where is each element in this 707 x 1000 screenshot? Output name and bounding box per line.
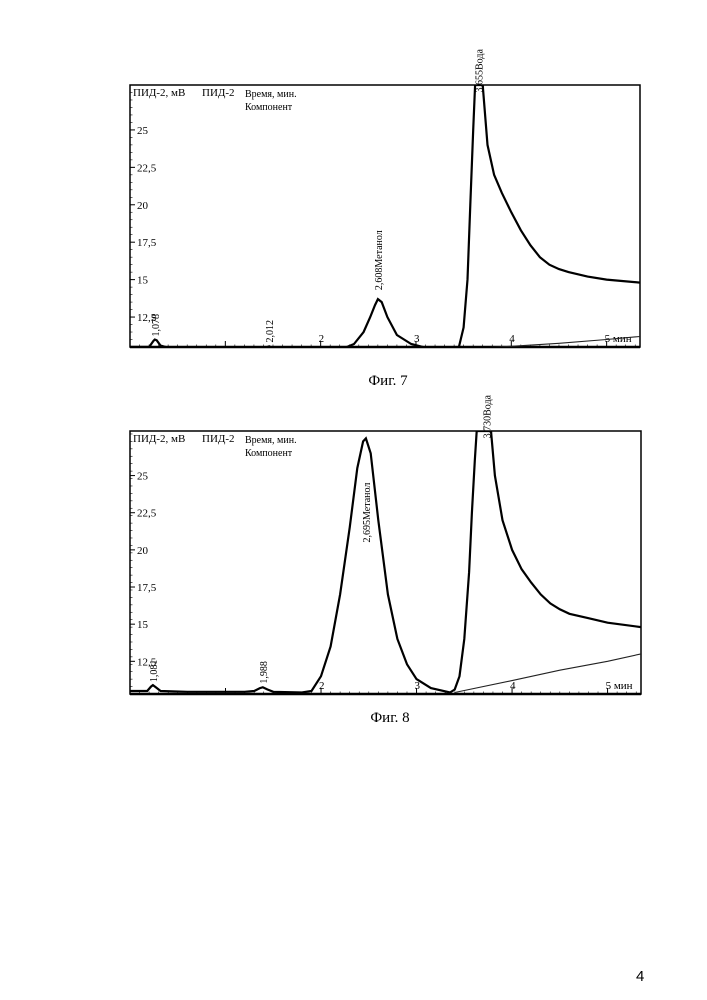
peak-label: 3,655Вода [474,49,485,93]
y-tick-label: 25 [137,471,149,483]
peak-label: 3,730Вода [482,394,493,438]
peak-label: 2,608Метанол [374,230,385,290]
page-number: 4 [636,968,644,985]
plot-frame [130,431,641,694]
chart-1: 12,51517,52022,5252345 минПИД-2, мВПИД-2… [130,49,640,351]
peak-label: 2,695Метанол [362,483,373,543]
header-component-label: Компонент [245,448,293,459]
peak-label: 1,078 [151,314,162,337]
detector-label: ПИД-2 [202,87,235,99]
y-tick-label: 17,5 [137,582,157,594]
header-component-label: Компонент [245,102,293,113]
peak-label: 1,081 [149,660,160,683]
x-tick-label: 4 [509,333,515,345]
y-tick-label: 15 [137,275,149,287]
figure-caption-7: Фиг. 7 [328,373,448,390]
figure-caption-8: Фиг. 8 [330,710,450,727]
y-tick-label: 20 [137,545,149,557]
y-axis-label: ПИД-2, мВ [133,433,185,445]
peak-label: 1,988 [259,661,270,684]
header-time-label: Время, мин. [245,435,297,446]
x-tick-label: 5 мин [606,680,633,692]
y-tick-label: 25 [137,125,149,137]
header-time-label: Время, мин. [245,89,297,100]
y-axis-label: ПИД-2, мВ [133,87,185,99]
detector-label: ПИД-2 [202,433,235,445]
chromatogram-trace [130,431,641,693]
y-tick-label: 22,5 [137,508,157,520]
chart-2: 12,51517,52022,5252345 минПИД-2, мВПИД-2… [130,394,641,694]
peak-label: 2,012 [265,320,276,343]
x-tick-label: 3 [414,333,420,345]
y-tick-label: 22,5 [137,162,157,174]
y-tick-label: 20 [137,200,149,212]
x-tick-label: 2 [319,333,325,345]
chromatogram-trace [130,85,640,351]
y-tick-label: 15 [137,619,149,631]
y-tick-label: 17,5 [137,237,157,249]
x-tick-label: 2 [319,680,325,692]
x-tick-label: 4 [510,680,516,692]
